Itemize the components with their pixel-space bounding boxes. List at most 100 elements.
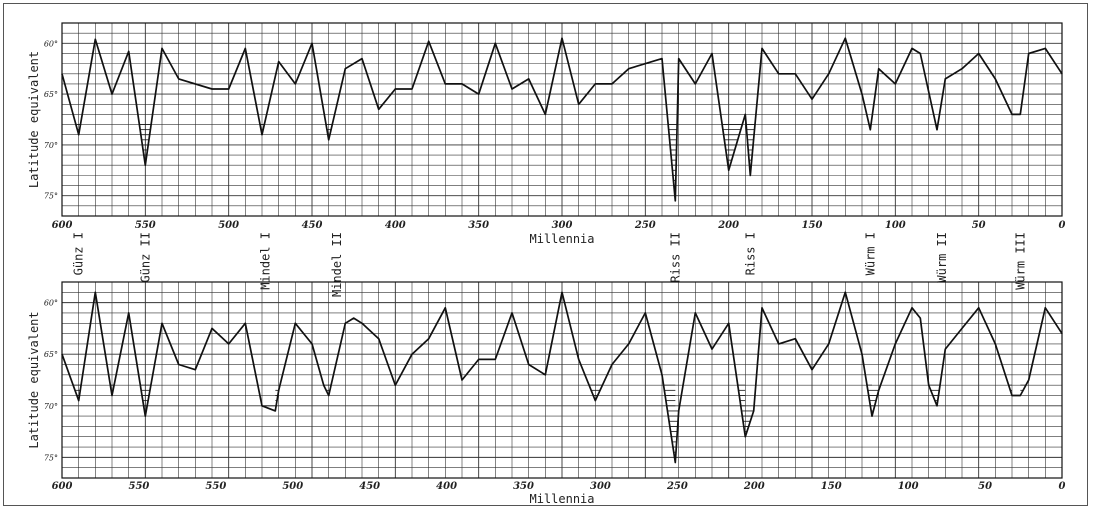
data-point [478, 93, 480, 95]
glaciation-label: Mindel I [258, 232, 272, 290]
data-point [911, 47, 913, 49]
glaciation-labels: Günz I Günz II Mindel I Mindel II Riss II Ris… [72, 232, 1028, 297]
glaciation-label: Würm II [935, 232, 949, 283]
data-point [794, 338, 796, 340]
data-point [794, 73, 796, 75]
y-tick-label: 75° [44, 192, 58, 201]
data-point [628, 68, 630, 70]
data-point [936, 405, 938, 407]
data-point [94, 291, 96, 293]
data-point [244, 47, 246, 49]
data-point [678, 410, 680, 412]
glaciation-label: Mindel II [330, 232, 344, 297]
series-points [61, 37, 1063, 202]
data-point [919, 52, 921, 55]
data-point [144, 164, 146, 166]
data-point [961, 68, 963, 70]
data-point [961, 327, 963, 330]
data-point [528, 78, 530, 80]
data-point [394, 88, 396, 90]
data-point [871, 415, 873, 417]
x-tick-label: 150 [802, 220, 823, 231]
data-point [544, 374, 546, 376]
data-point [674, 200, 676, 202]
data-point [919, 317, 921, 319]
data-point [778, 73, 780, 75]
data-point [861, 353, 863, 355]
data-point [711, 52, 713, 55]
data-point [994, 78, 996, 80]
glaciation-label: Riss II [668, 232, 682, 283]
data-point [328, 394, 330, 397]
data-point [494, 42, 496, 44]
plot-border [61, 22, 1063, 217]
y-tick-label: 70° [44, 402, 58, 411]
data-point [353, 317, 355, 319]
x-tick-label: 200 [717, 220, 739, 231]
data-point [428, 338, 430, 340]
x-tick-label: 50 [972, 220, 986, 231]
data-point [328, 139, 330, 141]
x-tick-label: 100 [885, 220, 906, 231]
data-point [1019, 394, 1021, 397]
x-tick-label: 550 [205, 481, 226, 492]
data-point [211, 327, 213, 330]
data-point [1019, 113, 1021, 116]
x-tick-label: 400 [385, 220, 406, 231]
data-point [161, 322, 163, 324]
data-point [228, 88, 230, 90]
data-point [811, 369, 813, 371]
data-point [661, 374, 663, 376]
x-tick-label: 250 [634, 220, 656, 231]
glaciation-label: Würm III [1013, 232, 1027, 290]
data-point [544, 113, 546, 116]
data-point [511, 88, 513, 90]
data-point [561, 291, 563, 293]
x-tick-label: 600 [52, 481, 73, 492]
data-point [578, 103, 580, 105]
data-point [911, 307, 913, 309]
data-point [811, 98, 813, 100]
data-point [611, 363, 613, 366]
data-point [94, 38, 96, 40]
data-point [1044, 307, 1046, 309]
data-point [778, 343, 780, 345]
data-point [444, 307, 446, 309]
cold-minimum-hatching [75, 124, 938, 197]
data-point [128, 312, 130, 314]
grid [61, 281, 1063, 479]
data-point [411, 88, 413, 90]
data-point [1028, 379, 1030, 381]
data-point [244, 322, 246, 324]
data-point [128, 50, 130, 53]
data-point [761, 47, 763, 49]
x-tick-label: 100 [898, 481, 919, 492]
data-point [378, 108, 380, 110]
data-point [378, 338, 380, 340]
glaciation-label: Riss I [743, 232, 757, 275]
y-tick-label: 75° [44, 453, 58, 462]
x-tick-label: 250 [666, 481, 688, 492]
x-tick-label: 550 [135, 220, 156, 231]
data-point [178, 363, 180, 366]
data-point [461, 83, 463, 85]
data-point [661, 57, 663, 60]
data-point [61, 73, 63, 75]
data-point [761, 307, 763, 309]
x-tick-label: 500 [218, 220, 239, 231]
data-point [844, 37, 846, 39]
data-point [294, 322, 296, 324]
data-point [261, 405, 263, 407]
x-tick-label: 600 [52, 220, 73, 231]
data-point [728, 169, 730, 171]
x-tick-label: 0 [1059, 481, 1066, 492]
data-point [311, 42, 313, 44]
data-point [323, 384, 325, 386]
data-point [828, 73, 830, 75]
x-axis-label: Millennia [529, 232, 594, 246]
data-point [361, 322, 363, 324]
data-point [261, 134, 263, 136]
data-point [361, 57, 363, 60]
data-point [1044, 47, 1046, 49]
y-tick-label: 60° [44, 299, 58, 308]
